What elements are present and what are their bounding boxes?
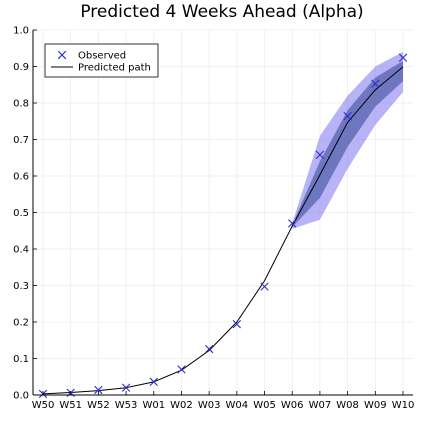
observed-marker-stroke (398, 53, 408, 62)
observed-marker-stroke (204, 344, 214, 354)
y-tick-label: 0.8 (13, 99, 29, 110)
observed-marker-stroke (315, 150, 325, 160)
y-tick-label: 0.3 (13, 281, 29, 292)
observed-point (94, 385, 103, 395)
y-tick-label: 1.0 (13, 26, 29, 37)
y-tick-label: 0.4 (13, 245, 29, 256)
inner-confidence-band (292, 61, 403, 228)
y-tick-label: 0.5 (13, 208, 29, 219)
observed-marker-stroke (260, 282, 269, 291)
x-tick-label: W09 (364, 400, 387, 411)
confidence-bands (292, 51, 403, 229)
x-tick-label: W08 (336, 400, 359, 411)
y-tick-label: 0.2 (13, 318, 29, 329)
y-tick-label: 0.6 (13, 172, 29, 183)
observed-point (288, 219, 297, 228)
observed-point (232, 320, 242, 329)
legend-observed-label: Observed (78, 51, 126, 62)
observed-point (149, 377, 158, 387)
observed-marker-stroke (343, 111, 352, 121)
observed-marker-stroke (94, 385, 103, 395)
legend-observed-marker (57, 50, 67, 60)
observed-point (260, 282, 269, 291)
predicted-path-line (42, 66, 404, 395)
x-tick-label: W01 (142, 400, 165, 411)
observed-marker-stroke (177, 365, 186, 374)
x-tick-label: W07 (309, 400, 332, 411)
legend-entry-observed: Observed (57, 50, 126, 62)
x-tick-label: W04 (226, 400, 249, 411)
observed-point (121, 383, 131, 392)
x-tick-label: W02 (170, 400, 193, 411)
observed-marker-stroke (288, 219, 297, 228)
axes: 0.0 0.1 0.2 0.3 0.4 0.5 0.6 0.7 0.8 0.9 1.0 W50 W51 W… (13, 26, 414, 412)
x-tick-label: W50 (32, 400, 55, 411)
x-tick-label: W06 (281, 400, 304, 411)
observed-marker-stroke (149, 377, 158, 387)
observed-point (177, 365, 186, 374)
x-tick-label: W05 (253, 400, 276, 411)
chart-title: Predicted 4 Weeks Ahead (Alpha) (80, 2, 363, 22)
legend-box (44, 43, 159, 78)
observed-marker-stroke (121, 383, 131, 392)
observed-point (204, 344, 214, 354)
observed-point (398, 53, 408, 62)
x-tick-label: W53 (115, 400, 138, 411)
observed-point (315, 150, 325, 160)
observed-point (343, 111, 352, 121)
x-tick-label: W03 (198, 400, 221, 411)
legend-predicted-label: Predicted path (78, 63, 151, 74)
predicted-path-line-group (42, 66, 404, 395)
x-tick-label: W51 (59, 400, 82, 411)
y-tick-label: 0.7 (13, 135, 29, 146)
observed-marker-stroke (371, 79, 380, 88)
y-tick-label: 0.0 (13, 391, 29, 402)
y-tick-label: 0.9 (13, 62, 29, 73)
observed-point (371, 79, 380, 88)
x-tick-label: W10 (392, 400, 415, 411)
observed-marker-stroke (232, 320, 242, 329)
y-tick-label: 0.1 (13, 354, 29, 365)
legend-entry-predicted: Predicted path (51, 63, 151, 74)
x-tick-label: W52 (87, 400, 110, 411)
grid (33, 29, 413, 396)
